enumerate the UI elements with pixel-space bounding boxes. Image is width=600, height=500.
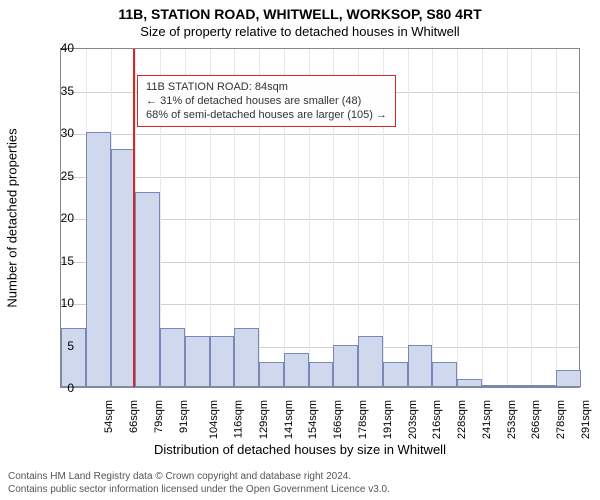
- grid-v: [432, 49, 433, 387]
- bar: [507, 385, 532, 387]
- x-tick: 278sqm: [555, 400, 567, 439]
- bar: [111, 149, 136, 387]
- footer-line2: Contains public sector information licen…: [8, 484, 390, 497]
- annotation-box: 11B STATION ROAD: 84sqm← 31% of detached…: [137, 75, 396, 128]
- x-tick: 241sqm: [481, 400, 493, 439]
- y-tick: 35: [44, 84, 74, 98]
- reference-line: [133, 49, 135, 387]
- x-tick: 104sqm: [209, 400, 221, 439]
- y-tick: 40: [44, 41, 74, 55]
- x-tick: 228sqm: [456, 400, 468, 439]
- bar: [383, 362, 408, 388]
- x-tick: 291sqm: [580, 400, 592, 439]
- bar: [432, 362, 457, 388]
- plot-area: 11B STATION ROAD: 84sqm← 31% of detached…: [60, 48, 580, 388]
- x-tick: 66sqm: [128, 400, 140, 433]
- bar: [408, 345, 433, 388]
- x-tick: 253sqm: [506, 400, 518, 439]
- grid-v: [482, 49, 483, 387]
- bar: [358, 336, 383, 387]
- y-tick: 30: [44, 126, 74, 140]
- bar: [333, 345, 358, 388]
- x-tick: 266sqm: [530, 400, 542, 439]
- y-tick: 5: [44, 339, 74, 353]
- y-tick: 10: [44, 296, 74, 310]
- annotation-line: 68% of semi-detached houses are larger (…: [146, 108, 387, 122]
- x-tick: 116sqm: [233, 400, 245, 438]
- grid-v: [457, 49, 458, 387]
- bar: [160, 328, 185, 388]
- chart-subtitle: Size of property relative to detached ho…: [0, 22, 600, 39]
- grid-v: [556, 49, 557, 387]
- y-tick: 25: [44, 169, 74, 183]
- bar: [259, 362, 284, 388]
- x-tick: 141sqm: [283, 400, 295, 439]
- x-tick: 191sqm: [382, 400, 394, 439]
- y-tick: 20: [44, 211, 74, 225]
- x-tick: 166sqm: [332, 400, 344, 439]
- y-axis-label: Number of detached properties: [5, 128, 20, 307]
- y-tick: 0: [44, 381, 74, 395]
- bar: [135, 192, 160, 388]
- footer: Contains HM Land Registry data © Crown c…: [8, 471, 390, 496]
- bar: [482, 385, 507, 387]
- grid-v: [507, 49, 508, 387]
- bar: [86, 132, 111, 387]
- x-tick: 203sqm: [407, 400, 419, 439]
- bar: [234, 328, 259, 388]
- x-tick: 79sqm: [153, 400, 165, 433]
- grid-h: [61, 177, 579, 178]
- x-tick: 129sqm: [258, 400, 270, 439]
- chart-title: 11B, STATION ROAD, WHITWELL, WORKSOP, S8…: [0, 0, 600, 22]
- annotation-line: ← 31% of detached houses are smaller (48…: [146, 94, 387, 108]
- x-tick: 91sqm: [178, 400, 190, 433]
- plot-wrap: 11B STATION ROAD: 84sqm← 31% of detached…: [60, 48, 580, 388]
- grid-v: [408, 49, 409, 387]
- bar: [457, 379, 482, 388]
- bar: [556, 370, 581, 387]
- y-tick: 15: [44, 254, 74, 268]
- grid-v: [531, 49, 532, 387]
- x-tick: 154sqm: [308, 400, 320, 439]
- x-tick: 216sqm: [431, 400, 443, 439]
- x-axis-label: Distribution of detached houses by size …: [0, 442, 600, 457]
- chart-container: 11B, STATION ROAD, WHITWELL, WORKSOP, S8…: [0, 0, 600, 500]
- footer-line1: Contains HM Land Registry data © Crown c…: [8, 471, 390, 484]
- grid-h: [61, 134, 579, 135]
- bar: [284, 353, 309, 387]
- x-tick: 54sqm: [103, 400, 115, 433]
- bar: [531, 385, 556, 387]
- x-tick: 178sqm: [357, 400, 369, 439]
- bar: [185, 336, 210, 387]
- bar: [61, 328, 86, 388]
- bar: [210, 336, 235, 387]
- bar: [309, 362, 334, 388]
- annotation-line: 11B STATION ROAD: 84sqm: [146, 80, 387, 94]
